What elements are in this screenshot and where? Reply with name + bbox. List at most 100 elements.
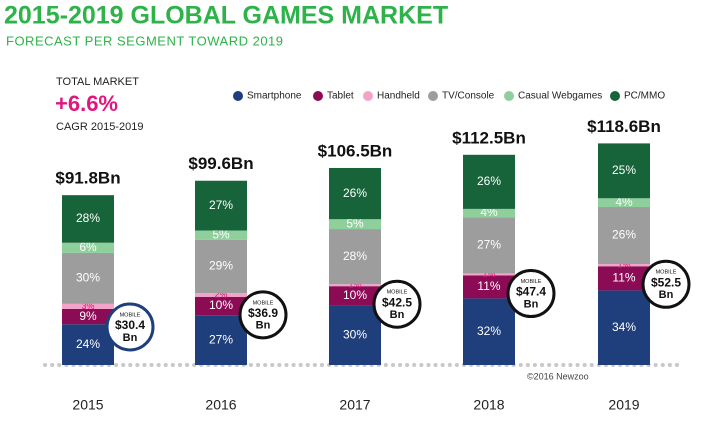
segment-label: 6% bbox=[79, 240, 97, 254]
segment-label: 5% bbox=[346, 216, 364, 230]
segment-label: 30% bbox=[76, 271, 100, 285]
segment-label: 27% bbox=[477, 238, 501, 252]
segment-label: 26% bbox=[477, 174, 501, 188]
segment-label: 4% bbox=[615, 195, 633, 209]
bar-segment bbox=[598, 198, 650, 208]
legend-label: PC/MMO bbox=[624, 91, 665, 102]
segment-label: 27% bbox=[209, 332, 233, 346]
credit: ©2016 Newzoo bbox=[527, 371, 589, 381]
mobile-unit: Bn bbox=[256, 320, 271, 332]
bar-segment bbox=[329, 219, 381, 230]
chart-title: 2015-2019 GLOBAL GAMES MARKET bbox=[4, 2, 448, 30]
bar-segment bbox=[329, 167, 381, 220]
segment-label: 29% bbox=[209, 259, 233, 273]
mobile-unit: Bn bbox=[659, 289, 674, 301]
bar-segment bbox=[598, 290, 650, 365]
bar-segment bbox=[62, 308, 114, 325]
bar-segment bbox=[195, 230, 247, 240]
mobile-label: MOBILE bbox=[120, 312, 141, 318]
mobile-label: MOBILE bbox=[387, 290, 408, 296]
bar-segment bbox=[598, 143, 650, 199]
legend-marker bbox=[363, 91, 373, 101]
segment-label: 32% bbox=[477, 324, 501, 338]
x-tick-label: 2017 bbox=[339, 397, 370, 413]
mobile-badge bbox=[641, 259, 691, 309]
legend-label: Tablet bbox=[327, 91, 354, 102]
segment-label: 2% bbox=[214, 289, 227, 299]
total-market-label: TOTAL MARKET bbox=[56, 76, 139, 88]
x-tick-label: 2018 bbox=[473, 397, 504, 413]
segment-label: 10% bbox=[209, 298, 233, 312]
bar-segment bbox=[598, 207, 650, 265]
x-tick-label: 2019 bbox=[608, 397, 639, 413]
total-label: $118.6Bn bbox=[587, 117, 661, 136]
legend-marker bbox=[610, 91, 620, 101]
segment-label: 1% bbox=[482, 269, 495, 279]
cagr-label: CAGR 2015-2019 bbox=[56, 121, 143, 133]
segment-label: 28% bbox=[343, 249, 367, 263]
bar-segment bbox=[195, 315, 247, 365]
segment-label: 27% bbox=[209, 198, 233, 212]
mobile-unit: Bn bbox=[123, 332, 138, 344]
legend-label: Handheld bbox=[377, 91, 420, 102]
bar-segment bbox=[62, 324, 114, 365]
bar-segment bbox=[195, 180, 247, 231]
bar-segment bbox=[463, 208, 515, 218]
mobile-label: MOBILE bbox=[521, 279, 542, 285]
segment-label: 11% bbox=[477, 279, 500, 293]
bar-segment bbox=[329, 305, 381, 365]
segment-label: 11% bbox=[612, 271, 635, 285]
mobile-value: $52.5 bbox=[651, 275, 681, 289]
mobile-badge bbox=[238, 290, 288, 340]
legend-marker bbox=[504, 91, 514, 101]
cagr-value: +6.6% bbox=[55, 91, 118, 116]
bar-segment bbox=[598, 264, 650, 267]
total-label: $91.8Bn bbox=[55, 169, 120, 188]
segment-label: 25% bbox=[612, 163, 636, 177]
bar-segment bbox=[62, 242, 114, 253]
mobile-unit: Bn bbox=[524, 298, 539, 310]
bar-segment bbox=[195, 239, 247, 294]
x-tick-label: 2016 bbox=[205, 397, 236, 413]
bar-segment bbox=[62, 195, 114, 243]
mobile-badge bbox=[105, 302, 155, 352]
bar-segment bbox=[62, 252, 114, 304]
segment-label: 1% bbox=[348, 280, 361, 290]
legend-label: Smartphone bbox=[247, 91, 302, 102]
segment-label: 5% bbox=[212, 227, 230, 241]
bar-segment bbox=[463, 275, 515, 299]
segment-label: 26% bbox=[343, 186, 367, 200]
segment-label: 26% bbox=[612, 228, 636, 242]
total-label: $106.5Bn bbox=[318, 141, 393, 160]
segment-label: 34% bbox=[612, 320, 636, 334]
bar-segment bbox=[62, 303, 114, 309]
legend-marker bbox=[233, 91, 243, 101]
mobile-unit: Bn bbox=[390, 309, 405, 321]
bar-segment bbox=[463, 217, 515, 274]
bar-segment bbox=[195, 293, 247, 297]
bar-segment bbox=[463, 154, 515, 209]
bar-segment bbox=[463, 273, 515, 276]
mobile-label: MOBILE bbox=[656, 270, 677, 276]
chart-subtitle: FORECAST PER SEGMENT TOWARD 2019 bbox=[6, 33, 284, 48]
bar-segment bbox=[195, 296, 247, 316]
mobile-value: $36.9 bbox=[248, 306, 278, 320]
mobile-label: MOBILE bbox=[253, 300, 274, 306]
segment-label: 28% bbox=[76, 211, 100, 225]
segment-label: 30% bbox=[343, 328, 367, 342]
mobile-value: $30.4 bbox=[115, 318, 145, 332]
bar-segment bbox=[463, 298, 515, 365]
segment-label: 9% bbox=[79, 309, 97, 323]
legend-label: TV/Console bbox=[442, 91, 495, 102]
bar-segment bbox=[329, 229, 381, 285]
x-tick-label: 2015 bbox=[72, 397, 103, 413]
legend-marker bbox=[428, 91, 438, 101]
segment-label: 1% bbox=[617, 260, 630, 270]
bar-segment bbox=[329, 284, 381, 287]
segment-label: 24% bbox=[76, 337, 100, 351]
bar-segment bbox=[598, 266, 650, 291]
total-label: $99.6Bn bbox=[188, 154, 253, 173]
segment-label: 3% bbox=[81, 301, 94, 311]
legend-marker bbox=[313, 91, 323, 101]
